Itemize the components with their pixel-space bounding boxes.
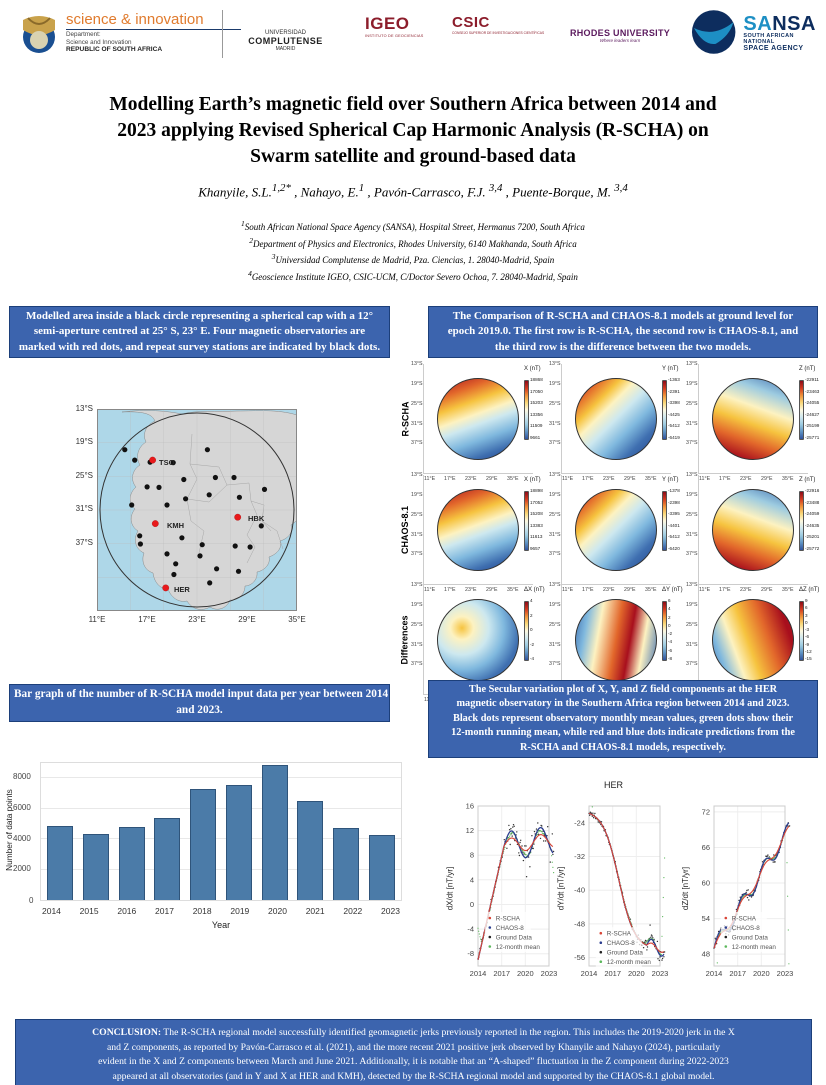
svg-text:Ground Data: Ground Data (607, 950, 644, 957)
svg-text:-8: -8 (467, 949, 474, 958)
svg-text:2014: 2014 (470, 969, 487, 978)
svg-text:-56: -56 (574, 953, 585, 962)
svg-text:2014: 2014 (706, 969, 723, 978)
svg-text:12: 12 (466, 826, 474, 835)
svg-text:2017: 2017 (729, 969, 746, 978)
svg-text:Ground Data: Ground Data (496, 934, 533, 941)
svg-text:CHAOS-8: CHAOS-8 (496, 925, 524, 932)
svg-text:2020: 2020 (517, 969, 534, 978)
svg-text:8: 8 (470, 851, 474, 860)
svg-text:2017: 2017 (604, 969, 621, 978)
svg-text:12-month mean: 12-month mean (607, 959, 652, 966)
svg-text:-48: -48 (574, 919, 585, 928)
svg-text:-4: -4 (467, 925, 474, 934)
svg-text:0: 0 (470, 900, 474, 909)
svg-text:CHAOS-8: CHAOS-8 (607, 940, 635, 947)
svg-text:2020: 2020 (753, 969, 770, 978)
svg-text:54: 54 (702, 914, 710, 923)
svg-text:2023: 2023 (777, 969, 794, 978)
svg-text:48: 48 (702, 950, 710, 959)
svg-text:2023: 2023 (652, 969, 669, 978)
svg-text:CHAOS-8: CHAOS-8 (732, 925, 760, 932)
svg-text:60: 60 (702, 879, 710, 888)
svg-text:-32: -32 (574, 852, 585, 861)
svg-text:R-SCHA: R-SCHA (496, 915, 521, 922)
svg-text:12-month mean: 12-month mean (732, 944, 777, 951)
svg-text:72: 72 (702, 807, 710, 816)
svg-text:2017: 2017 (493, 969, 510, 978)
svg-text:12-month mean: 12-month mean (496, 944, 541, 951)
svg-text:4: 4 (470, 875, 474, 884)
svg-text:-40: -40 (574, 886, 585, 895)
svg-text:R-SCHA: R-SCHA (732, 915, 757, 922)
svg-text:2020: 2020 (628, 969, 645, 978)
svg-text:R-SCHA: R-SCHA (607, 931, 632, 938)
svg-text:-24: -24 (574, 818, 585, 827)
svg-text:16: 16 (466, 802, 474, 811)
svg-text:Ground Data: Ground Data (732, 934, 769, 941)
svg-text:66: 66 (702, 843, 710, 852)
svg-text:2014: 2014 (581, 969, 598, 978)
